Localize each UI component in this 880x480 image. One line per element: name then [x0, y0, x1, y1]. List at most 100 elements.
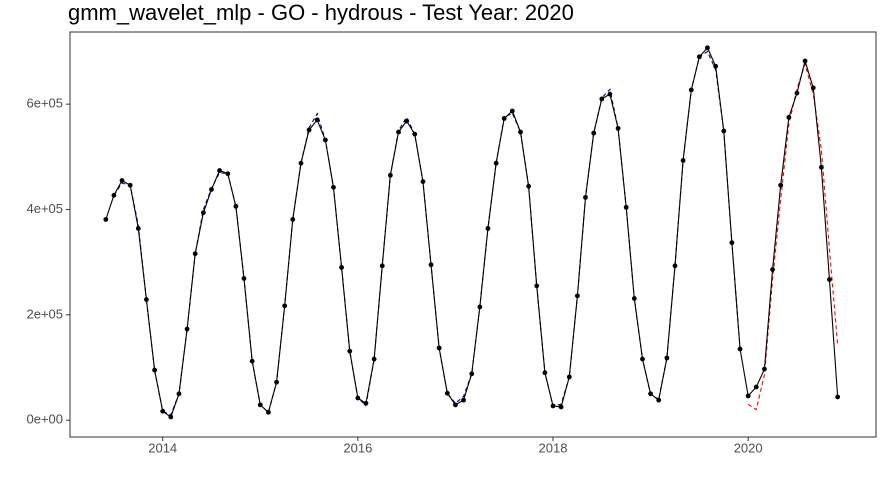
data-point	[144, 297, 149, 302]
data-point	[680, 158, 686, 163]
data-point	[111, 192, 117, 198]
data-point	[461, 397, 466, 403]
data-point	[688, 87, 694, 93]
data-point	[233, 203, 239, 209]
data-point	[672, 263, 678, 269]
data-point	[168, 414, 174, 420]
data-point	[119, 178, 125, 183]
data-point	[835, 394, 841, 400]
data-point	[355, 395, 361, 401]
data-point	[387, 172, 393, 178]
data-point	[184, 326, 190, 332]
data-point	[249, 358, 255, 364]
y-tick-label: 4e+05	[26, 201, 63, 216]
data-point	[607, 91, 613, 97]
data-point	[705, 45, 710, 51]
data-point	[542, 370, 548, 376]
data-point	[265, 409, 271, 415]
data-point	[501, 115, 507, 121]
data-point	[347, 348, 353, 354]
data-point	[314, 117, 320, 123]
data-point	[469, 371, 475, 377]
data-point	[526, 183, 532, 189]
data-point	[209, 187, 214, 192]
data-point	[339, 265, 344, 270]
data-point	[827, 277, 832, 282]
data-point	[298, 160, 304, 166]
series-line	[747, 62, 839, 411]
x-tick-label: 2020	[734, 440, 763, 455]
series-line	[105, 46, 839, 418]
data-point	[737, 346, 743, 352]
data-point	[241, 276, 247, 281]
y-tick-label: 2e+05	[26, 306, 63, 321]
data-point	[745, 393, 751, 399]
data-point	[257, 402, 263, 408]
data-point	[379, 263, 385, 269]
data-point	[664, 355, 670, 361]
data-point	[778, 182, 784, 188]
data-point	[371, 356, 377, 362]
data-point	[331, 184, 336, 190]
data-point	[420, 179, 426, 184]
data-point	[160, 408, 166, 414]
data-point	[217, 168, 222, 173]
data-point	[818, 164, 824, 170]
series-line	[113, 50, 741, 416]
data-point	[509, 108, 515, 114]
data-point	[810, 85, 816, 91]
data-point	[103, 217, 109, 222]
data-point	[770, 267, 775, 272]
data-point	[534, 283, 540, 289]
data-point	[656, 397, 662, 403]
data-point	[444, 390, 450, 396]
data-point	[127, 182, 133, 188]
data-point	[623, 204, 629, 210]
data-point	[428, 262, 434, 268]
chart-title: gmm_wavelet_mlp - GO - hydrous - Test Ye…	[68, 0, 574, 25]
data-point	[477, 304, 483, 310]
data-point	[566, 374, 572, 380]
data-point	[575, 293, 580, 299]
data-point	[200, 210, 206, 216]
data-point	[152, 367, 158, 373]
data-point	[713, 63, 719, 69]
data-point	[485, 226, 491, 231]
data-point	[786, 114, 792, 120]
data-point	[721, 128, 727, 134]
data-point	[640, 356, 645, 362]
data-point	[363, 400, 369, 406]
data-point	[274, 379, 279, 385]
data-point	[599, 96, 605, 102]
data-point	[648, 391, 653, 397]
data-point	[696, 54, 702, 60]
data-point	[282, 303, 288, 309]
data-point	[306, 127, 312, 133]
data-point	[583, 194, 588, 200]
data-point	[290, 217, 296, 222]
data-point	[762, 366, 767, 372]
data-point	[631, 296, 637, 301]
data-point	[550, 403, 556, 409]
data-point	[794, 90, 800, 96]
data-point	[729, 240, 735, 246]
data-point	[615, 125, 621, 131]
data-point	[493, 160, 499, 166]
data-point	[591, 130, 597, 136]
data-point	[404, 118, 410, 124]
data-point	[412, 131, 418, 137]
data-point	[753, 384, 759, 390]
data-point	[192, 251, 198, 257]
data-point	[802, 58, 808, 64]
y-tick-label: 6e+05	[26, 96, 63, 111]
y-tick-label: 0e+00	[26, 412, 63, 427]
x-tick-label: 2018	[539, 440, 568, 455]
x-tick-label: 2016	[343, 440, 372, 455]
data-point	[518, 129, 523, 135]
data-point	[436, 345, 442, 351]
data-point	[396, 129, 401, 135]
data-point	[322, 137, 328, 143]
panel-border	[69, 31, 877, 438]
data-point	[176, 391, 182, 397]
